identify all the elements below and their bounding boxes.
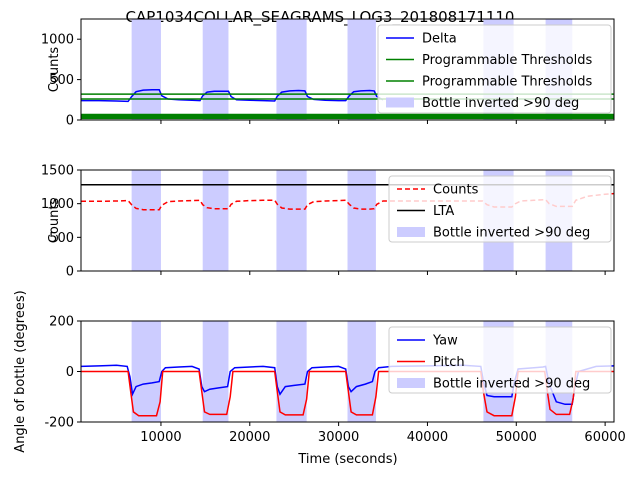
inverted-span-0 — [131, 170, 161, 271]
inverted-span-1 — [202, 19, 229, 120]
legend-swatch — [397, 378, 425, 388]
y-tick-label: 1000 — [41, 33, 74, 48]
legend: Yaw Pitch Bottle inverted >90 deg — [388, 326, 612, 394]
inverted-span-2 — [276, 19, 307, 120]
y-tick-label: 0 — [66, 365, 74, 380]
y-tick-label: 0 — [66, 265, 74, 280]
legend-swatch — [397, 227, 425, 237]
inverted-span-0 — [131, 321, 161, 422]
chart-title: CAP1034COLLAR_SEAGRAMS_LOG3_201808171110 — [126, 8, 515, 27]
legend: Delta Programmable Thresholds Programmable… — [377, 24, 612, 114]
legend: Counts LTA Bottle inverted >90 deg — [388, 175, 612, 243]
legend-swatch — [386, 97, 414, 108]
legend-label: Bottle inverted >90 deg — [433, 377, 590, 392]
y-tick-label: 0 — [66, 114, 74, 129]
x-tick-label: 10000 — [140, 430, 181, 445]
legend-label: Counts — [433, 183, 479, 198]
y-tick-label: 1500 — [41, 164, 74, 179]
axes-frame — [80, 169, 615, 272]
axes-frame — [80, 18, 615, 121]
legend-label: Bottle inverted >90 deg — [433, 226, 590, 241]
y-axis-label: Counts — [47, 198, 62, 244]
x-tick-label: 20000 — [229, 430, 270, 445]
inverted-span-2 — [276, 170, 307, 271]
legend-box — [377, 24, 612, 114]
legend-label: Delta — [422, 32, 457, 47]
y-tick-label: 500 — [49, 231, 74, 246]
inverted-span-3 — [347, 170, 376, 271]
inverted-span-1 — [202, 170, 229, 271]
legend-label: Programmable Thresholds — [422, 75, 593, 90]
legend-label: LTA — [433, 204, 454, 219]
y-axis-label: Angle of bottle (degrees) — [13, 290, 28, 452]
x-tick-label: 40000 — [407, 430, 448, 445]
y-axis-label: Counts — [47, 47, 62, 93]
panel-middle: 0 500 1000 1500 Counts Counts LTA Bottle invert… — [41, 164, 615, 280]
inverted-span-1 — [202, 321, 229, 422]
legend-label: Yaw — [432, 334, 458, 349]
y-tick-label: 200 — [49, 315, 74, 330]
x-tick-label: 60000 — [584, 430, 625, 445]
inverted-span-2 — [276, 321, 307, 422]
legend-label: Bottle inverted >90 deg — [422, 96, 579, 111]
legend-label: Programmable Thresholds — [422, 53, 593, 68]
inverted-span-3 — [347, 19, 376, 120]
x-tick-label: 50000 — [496, 430, 537, 445]
x-axis-label: Time (seconds) — [297, 452, 397, 467]
panel-bottom: -200 0 200 10000 20000 30000 40000 50000 60000 An… — [13, 290, 626, 452]
y-tick-label: -200 — [44, 416, 74, 431]
y-tick-label: 1000 — [41, 197, 74, 212]
legend-label: Pitch — [433, 355, 465, 370]
inverted-span-0 — [131, 19, 161, 120]
y-tick-label: 500 — [49, 73, 74, 88]
legend-box — [388, 175, 612, 243]
legend-box — [388, 326, 612, 394]
x-tick-label: 30000 — [318, 430, 359, 445]
inverted-span-3 — [347, 321, 376, 422]
